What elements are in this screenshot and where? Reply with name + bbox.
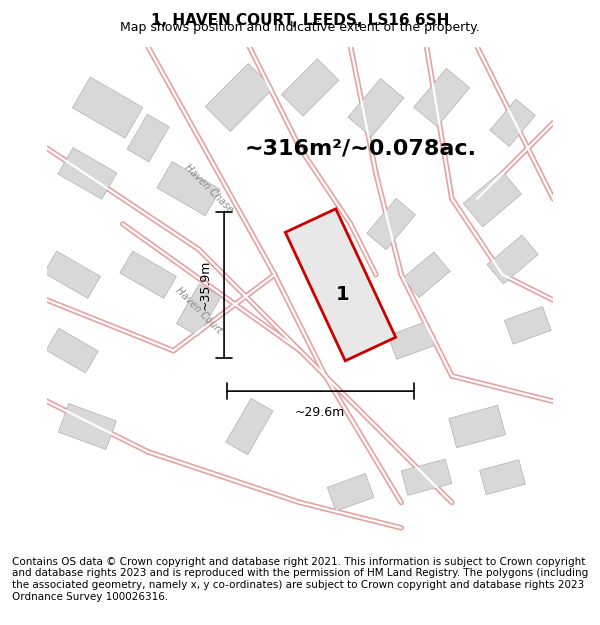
Bar bbox=[120, 251, 176, 298]
Bar bbox=[449, 406, 506, 447]
Text: 1: 1 bbox=[336, 286, 350, 304]
Bar bbox=[388, 322, 435, 359]
Text: ~29.6m: ~29.6m bbox=[295, 406, 346, 419]
Bar bbox=[157, 161, 220, 216]
Bar bbox=[176, 284, 221, 336]
Bar bbox=[505, 306, 551, 344]
Bar bbox=[403, 252, 450, 298]
Bar bbox=[281, 59, 339, 116]
Text: Haven Chase: Haven Chase bbox=[182, 162, 235, 215]
Bar bbox=[58, 148, 117, 199]
Bar bbox=[46, 328, 98, 373]
Text: Haven Court: Haven Court bbox=[173, 285, 224, 335]
Bar bbox=[348, 79, 404, 137]
Bar bbox=[479, 460, 526, 494]
Text: ~316m²/~0.078ac.: ~316m²/~0.078ac. bbox=[245, 138, 477, 158]
Bar bbox=[414, 68, 470, 127]
Bar bbox=[205, 64, 273, 131]
Bar bbox=[463, 171, 521, 227]
Bar bbox=[401, 459, 452, 495]
Bar bbox=[58, 404, 116, 449]
Text: Map shows position and indicative extent of the property.: Map shows position and indicative extent… bbox=[120, 21, 480, 34]
Bar bbox=[367, 199, 415, 249]
Bar bbox=[327, 474, 374, 511]
Bar bbox=[487, 235, 538, 284]
Text: 1, HAVEN COURT, LEEDS, LS16 6SH: 1, HAVEN COURT, LEEDS, LS16 6SH bbox=[151, 13, 449, 28]
Bar bbox=[127, 114, 169, 162]
Bar bbox=[490, 99, 535, 146]
Text: ~35.9m: ~35.9m bbox=[199, 259, 211, 310]
Polygon shape bbox=[286, 209, 395, 361]
Text: Contains OS data © Crown copyright and database right 2021. This information is : Contains OS data © Crown copyright and d… bbox=[12, 557, 588, 601]
Bar bbox=[299, 220, 351, 279]
Bar bbox=[44, 251, 100, 298]
Bar bbox=[73, 77, 143, 138]
Bar bbox=[226, 398, 273, 455]
